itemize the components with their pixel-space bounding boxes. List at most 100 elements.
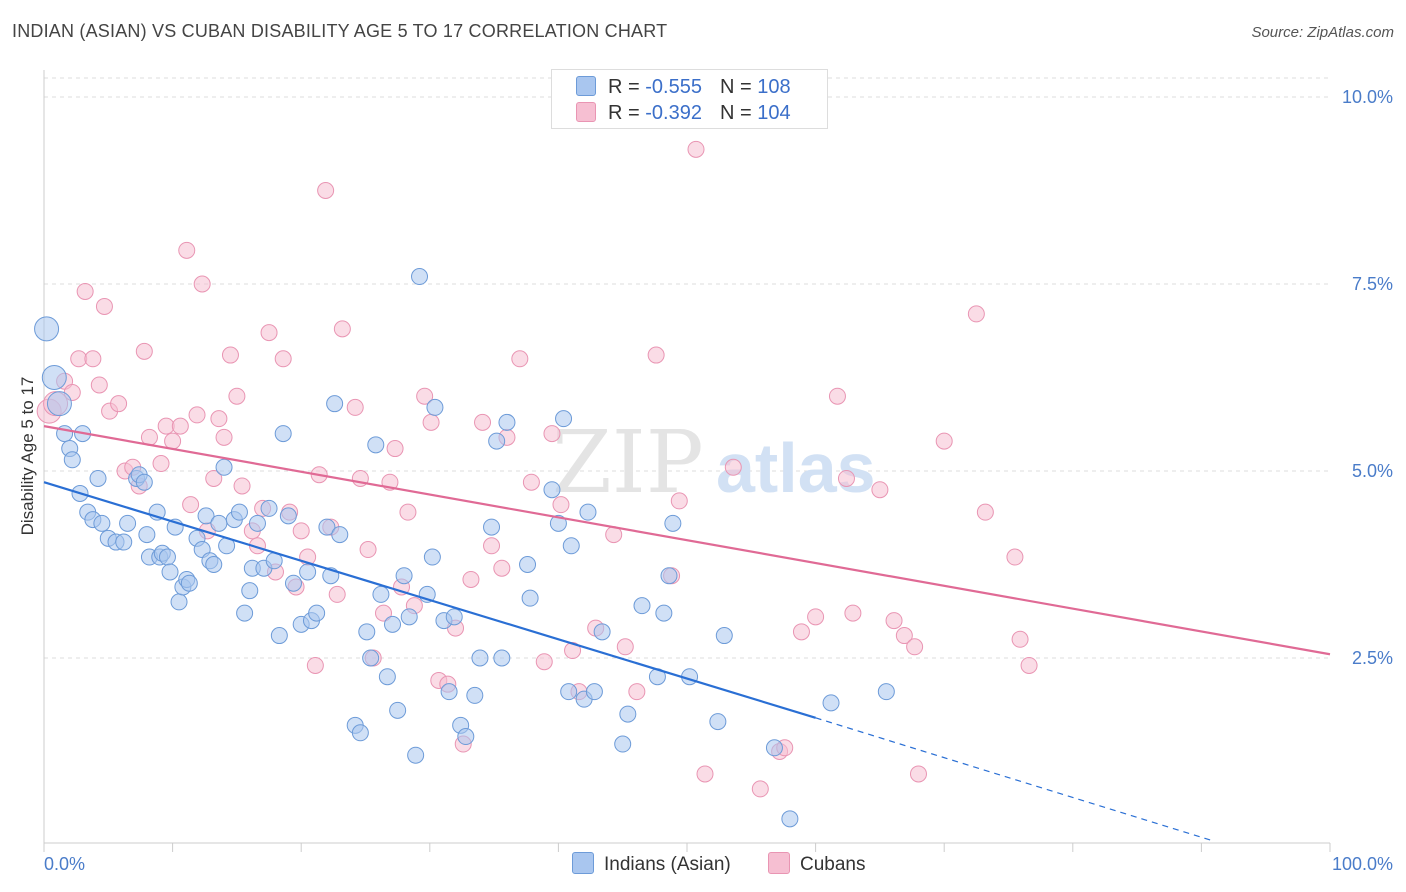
- trend-lines: [43, 425, 1331, 842]
- data-point: [483, 537, 501, 555]
- data-point: [34, 316, 60, 342]
- data-point: [292, 522, 310, 540]
- data-point: [331, 526, 349, 544]
- data-point: [562, 537, 580, 555]
- data-point: [871, 481, 889, 499]
- legend-swatch-indians: [576, 76, 596, 96]
- data-point: [715, 627, 733, 645]
- data-point: [511, 350, 529, 368]
- legend-swatch-cubans: [576, 102, 596, 122]
- data-point: [384, 615, 402, 633]
- data-point: [696, 765, 714, 783]
- data-point: [193, 275, 211, 293]
- bottom-legend-cubans[interactable]: Cubans: [768, 852, 866, 876]
- data-point: [493, 559, 511, 577]
- y-tick-label: 10.0%: [1342, 87, 1393, 107]
- data-point: [328, 585, 346, 603]
- data-point: [158, 548, 176, 566]
- legend-r-value: -0.392: [645, 102, 702, 124]
- data-point: [976, 503, 994, 521]
- data-point: [236, 604, 254, 622]
- data-point: [445, 608, 463, 626]
- data-point: [378, 668, 396, 686]
- data-point: [765, 739, 783, 757]
- chart-title: INDIAN (ASIAN) VS CUBAN DISABILITY AGE 5…: [12, 21, 668, 41]
- data-point: [967, 305, 985, 323]
- indians-points: [34, 268, 895, 828]
- data-point: [560, 683, 578, 701]
- data-point: [210, 514, 228, 532]
- bottom-legend-swatch-cubans: [768, 852, 790, 874]
- data-point: [822, 694, 840, 712]
- data-point: [877, 683, 895, 701]
- data-point: [885, 612, 903, 630]
- data-point: [462, 570, 480, 588]
- data-point: [375, 604, 393, 622]
- data-point: [426, 398, 444, 416]
- data-point: [498, 413, 516, 431]
- data-point: [90, 376, 108, 394]
- data-point: [89, 469, 107, 487]
- data-point: [647, 346, 665, 364]
- data-point: [422, 413, 440, 431]
- legend-r-label: R =: [608, 76, 640, 98]
- data-point: [346, 398, 364, 416]
- data-point: [664, 514, 682, 532]
- data-point: [633, 597, 651, 615]
- data-point: [119, 514, 137, 532]
- data-point: [299, 563, 317, 581]
- x-tick-labels: 0.0% 100.0%: [44, 854, 1393, 874]
- data-point: [135, 342, 153, 360]
- data-point: [535, 653, 553, 671]
- data-point: [522, 473, 540, 491]
- data-point: [221, 346, 239, 364]
- y-tick-labels: 2.5% 5.0% 7.5% 10.0%: [1342, 87, 1393, 668]
- data-point: [215, 458, 233, 476]
- data-point: [93, 514, 111, 532]
- data-point: [493, 649, 511, 667]
- grid-lines: [44, 77, 1330, 659]
- legend-r-value: -0.555: [645, 76, 702, 98]
- data-point: [844, 604, 862, 622]
- data-point: [215, 428, 233, 446]
- data-point: [619, 705, 637, 723]
- data-point: [180, 574, 198, 592]
- data-point: [593, 623, 611, 641]
- data-point: [284, 574, 302, 592]
- bottom-legend-indians[interactable]: Indians (Asian): [572, 852, 731, 876]
- data-point: [260, 324, 278, 342]
- data-point: [440, 683, 458, 701]
- data-point: [1011, 630, 1029, 648]
- data-point: [724, 458, 742, 476]
- data-point: [170, 593, 188, 611]
- data-point: [241, 582, 259, 600]
- data-point: [751, 780, 769, 798]
- data-point: [46, 391, 72, 417]
- data-point: [367, 436, 385, 454]
- data-point: [270, 627, 288, 645]
- x-tick-label: 0.0%: [44, 854, 85, 874]
- data-point: [205, 556, 223, 573]
- data-point: [935, 432, 953, 450]
- data-point: [416, 387, 434, 405]
- x-tick-label: 100.0%: [1332, 854, 1393, 874]
- data-point: [161, 563, 179, 581]
- data-point: [670, 492, 688, 510]
- data-point: [483, 518, 501, 536]
- data-point: [318, 518, 336, 536]
- data-point: [909, 765, 927, 783]
- data-point: [372, 585, 390, 603]
- data-point: [895, 627, 913, 645]
- bottom-legend-label-indians: Indians (Asian): [604, 854, 731, 875]
- data-point: [70, 350, 88, 368]
- data-point: [807, 608, 825, 626]
- data-point: [306, 656, 324, 674]
- data-point: [386, 440, 404, 458]
- data-point: [543, 425, 561, 443]
- y-axis-label: Disability Age 5 to 17: [18, 377, 37, 536]
- data-point: [552, 496, 570, 514]
- data-point: [362, 649, 380, 667]
- data-point: [110, 395, 128, 413]
- y-tick-label: 2.5%: [1352, 648, 1393, 668]
